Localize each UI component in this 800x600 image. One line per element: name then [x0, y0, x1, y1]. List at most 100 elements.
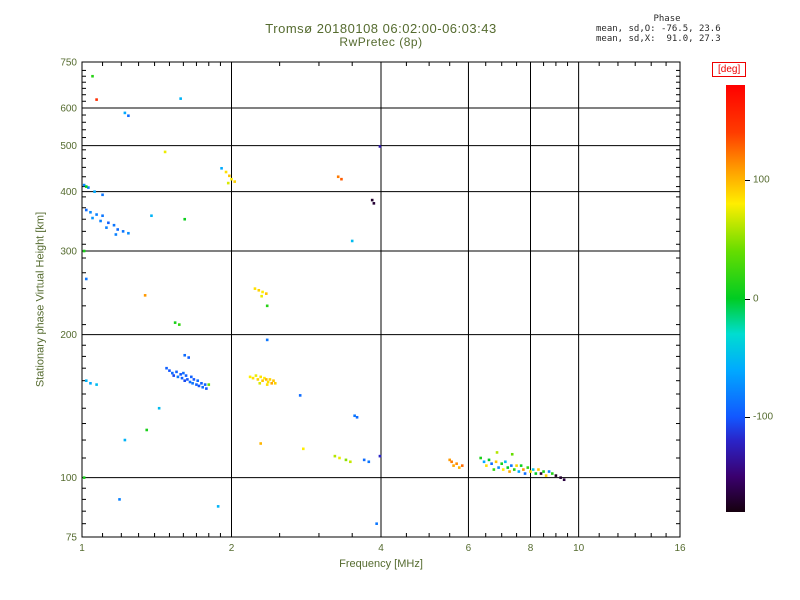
data-point	[183, 353, 187, 357]
data-point	[378, 454, 382, 458]
x-tick-label: 10	[573, 543, 585, 554]
x-tick-label: 2	[229, 543, 235, 554]
data-point	[517, 470, 521, 473]
colorbar-tick	[745, 417, 750, 419]
colorbar-tick-label: 100	[753, 174, 770, 186]
data-point	[512, 468, 516, 471]
data-point	[196, 379, 200, 382]
colorbar-tick-label: 0	[753, 293, 759, 304]
data-point	[506, 466, 510, 469]
data-point	[508, 470, 511, 473]
data-point	[492, 468, 496, 471]
y-tick-label: 200	[60, 330, 77, 341]
data-point	[177, 323, 181, 326]
data-point	[482, 460, 486, 464]
data-point	[510, 464, 513, 467]
data-point	[526, 466, 530, 469]
data-point	[105, 226, 108, 229]
colorbar-tick-label: -100	[753, 411, 774, 423]
data-point	[216, 505, 220, 508]
data-point	[450, 460, 453, 464]
data-point	[184, 374, 188, 377]
data-point	[523, 472, 527, 475]
data-point	[168, 369, 171, 372]
data-point	[259, 375, 263, 379]
data-point	[301, 447, 305, 451]
x-tick-label: 8	[528, 543, 534, 554]
data-point	[522, 468, 525, 471]
data-point	[534, 472, 538, 475]
y-tick-label: 750	[60, 58, 77, 69]
phase-stats-mean-x: mean, sd,X: 91.0, 27.3	[596, 34, 721, 44]
data-point	[187, 356, 190, 359]
data-point	[150, 214, 153, 218]
data-point	[91, 74, 94, 78]
data-point	[114, 233, 118, 236]
data-point	[350, 239, 354, 243]
data-point	[224, 170, 228, 174]
data-point	[479, 456, 482, 460]
chart-title: Tromsø 20180108 06:02:00-06:03:43	[265, 21, 497, 36]
data-point	[228, 174, 231, 178]
data-point	[519, 464, 523, 467]
data-point	[195, 383, 198, 386]
data-point	[171, 371, 174, 375]
data-point	[173, 321, 177, 324]
data-point	[487, 458, 491, 462]
data-point	[89, 210, 92, 214]
y-axis-label: Stationary phase Virtual Height [km]	[34, 211, 47, 388]
data-point	[265, 304, 269, 308]
data-point	[251, 376, 255, 380]
data-point	[89, 381, 92, 385]
phase-stats-header: Phase	[653, 14, 681, 24]
data-point	[340, 177, 343, 181]
data-point	[248, 375, 252, 379]
data-point	[179, 97, 182, 100]
data-point	[338, 456, 341, 460]
data-point	[367, 460, 371, 464]
data-point	[127, 231, 130, 235]
y-tick-label: 500	[60, 141, 77, 152]
data-point	[201, 385, 204, 389]
data-point	[203, 383, 207, 386]
data-point	[116, 228, 119, 231]
data-point	[265, 383, 269, 386]
data-point	[84, 379, 88, 382]
data-point	[95, 98, 98, 101]
data-point	[87, 186, 90, 189]
data-point	[197, 384, 201, 388]
data-point	[180, 376, 184, 380]
data-point	[273, 381, 277, 385]
data-point	[179, 373, 182, 376]
y-tick-label: 75	[66, 533, 78, 544]
data-point	[99, 219, 102, 223]
data-point	[95, 213, 98, 216]
x-tick-label: 1	[79, 543, 85, 554]
data-point	[191, 381, 194, 385]
y-tick-label: 100	[60, 473, 77, 484]
plot-border	[81, 61, 681, 538]
data-point	[256, 378, 260, 381]
data-point	[112, 223, 116, 227]
data-point	[495, 451, 499, 454]
data-point	[143, 294, 147, 297]
data-point	[259, 442, 263, 445]
data-point	[270, 381, 274, 385]
data-point	[145, 428, 149, 432]
data-point	[101, 193, 104, 197]
data-point	[264, 292, 268, 295]
data-point	[226, 181, 230, 185]
data-point	[82, 476, 86, 479]
colorbar-tick	[745, 179, 750, 181]
data-point	[264, 378, 268, 381]
data-point	[531, 468, 535, 471]
data-point	[107, 221, 110, 225]
data-point	[344, 458, 348, 462]
data-point	[157, 406, 161, 410]
y-tick-label: 600	[60, 104, 77, 115]
data-point	[266, 380, 270, 384]
data-point	[515, 464, 518, 467]
data-point	[485, 464, 488, 467]
data-point	[176, 375, 180, 379]
